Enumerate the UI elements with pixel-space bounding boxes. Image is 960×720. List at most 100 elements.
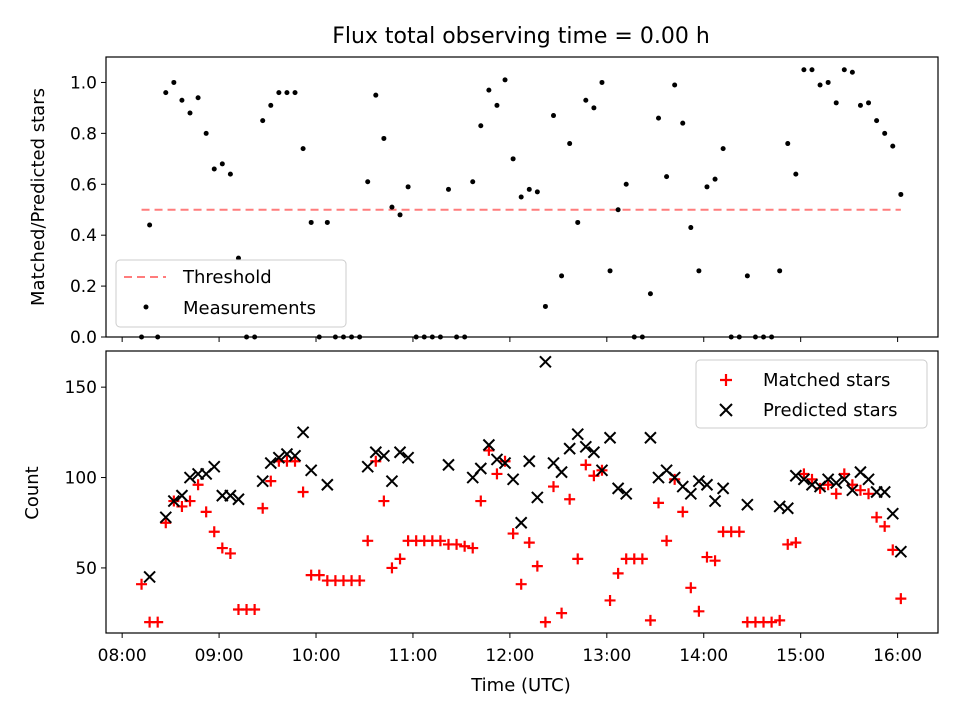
measurement-point [591, 105, 597, 111]
ratio-ytick-label: 0.4 [70, 226, 97, 246]
matched-point [451, 538, 463, 550]
ratio-ytick-label: 0.0 [70, 328, 97, 348]
ratio-ytick-label: 0.2 [70, 277, 97, 297]
x-tick-label: 15:00 [776, 646, 825, 666]
matched-point [208, 526, 220, 538]
measurement-point [195, 95, 201, 101]
measurement-point [163, 90, 169, 96]
x-tick-label: 08:00 [98, 646, 147, 666]
predicted-point [563, 442, 576, 455]
matched-point [531, 560, 543, 572]
matched-point [806, 473, 818, 485]
ratio-panel: Matched/Predicted stars 0.0 0.2 0.4 0.6 0.8 1… [28, 56, 939, 348]
measurement-point [260, 118, 266, 124]
ratio-panel-xticks [121, 337, 899, 342]
measurement-point [639, 334, 645, 340]
matched-point [515, 578, 527, 590]
predicted-point [587, 446, 601, 459]
measurement-point [316, 334, 322, 340]
matched-point [653, 497, 665, 509]
predicted-point [183, 471, 197, 484]
measurement-point [397, 212, 403, 218]
matched-point [863, 488, 875, 500]
predicted-point [321, 478, 334, 491]
matched-point [539, 616, 551, 628]
matched-point [701, 551, 713, 563]
matched-point [394, 553, 406, 565]
matched-point [224, 547, 236, 559]
matched-point [879, 520, 891, 532]
measurement-point [752, 334, 758, 340]
measurement-point [486, 87, 492, 93]
measurement-point [478, 123, 484, 129]
legend-matched-label: Matched stars [763, 370, 890, 391]
measurement-point [203, 130, 209, 136]
predicted-point [498, 456, 512, 470]
predicted-point [208, 460, 221, 473]
measurement-point [470, 179, 476, 185]
measurement-point [349, 334, 355, 340]
matched-point [838, 468, 850, 480]
matched-point [507, 528, 519, 540]
predicted-point [482, 438, 496, 452]
matched-point [895, 593, 907, 605]
matched-point [499, 455, 511, 467]
chart-title: Flux total observing time = 0.00 h [332, 24, 710, 49]
measurement-point [809, 67, 815, 73]
measurement-point [252, 334, 258, 340]
ratio-panel-frame [105, 56, 939, 338]
predicted-point [490, 453, 504, 466]
measurement-point [833, 100, 839, 106]
predicted-point [401, 451, 415, 464]
count-points [136, 355, 908, 628]
measurement-point [785, 141, 791, 147]
matched-point [604, 594, 616, 606]
matched-point [289, 455, 301, 467]
measurement-point [211, 166, 217, 172]
ratio-legend: Threshold Measurements [115, 259, 347, 328]
measurement-point [688, 225, 694, 231]
predicted-point [644, 431, 657, 444]
predicted-point [523, 455, 536, 468]
measurement-point [276, 90, 282, 96]
matched-point [200, 506, 212, 518]
predicted-point [555, 465, 568, 479]
matched-point [830, 488, 842, 500]
measurement-point [332, 334, 338, 340]
matched-point [854, 484, 866, 496]
ratio-ytick-label: 0.6 [70, 175, 97, 195]
measurement-point [405, 184, 411, 190]
measurement-point [429, 334, 435, 340]
predicted-point [143, 570, 156, 584]
measurement-point [268, 102, 274, 108]
matched-point [257, 502, 269, 514]
measurement-point [365, 179, 371, 185]
ratio-panel-yticks: 0.0 0.2 0.4 0.6 0.8 1.0 [70, 73, 106, 348]
matched-point [548, 481, 560, 493]
predicted-point [846, 483, 859, 497]
measurement-point [817, 82, 823, 88]
matched-point [136, 578, 148, 590]
predicted-point [272, 451, 286, 464]
predicted-point [159, 511, 172, 524]
measurement-point [672, 82, 678, 88]
predicted-point [781, 502, 794, 515]
measurement-point [139, 334, 145, 340]
ratio-ytick-label: 1.0 [70, 73, 97, 93]
x-tick-label: 16:00 [873, 646, 922, 666]
predicted-point [830, 476, 843, 490]
matched-point [152, 616, 164, 628]
measurement-point [680, 120, 686, 126]
matched-point [523, 537, 535, 549]
legend-measurements-swatch [143, 304, 149, 310]
measurement-point [510, 156, 516, 162]
measurement-point [801, 67, 807, 73]
measurement-point [437, 334, 443, 340]
matched-point [467, 542, 479, 554]
matched-point [644, 614, 656, 626]
measurement-point [882, 130, 888, 136]
predicted-point [894, 545, 908, 558]
measurement-point [575, 219, 581, 225]
measurement-point [631, 334, 637, 340]
